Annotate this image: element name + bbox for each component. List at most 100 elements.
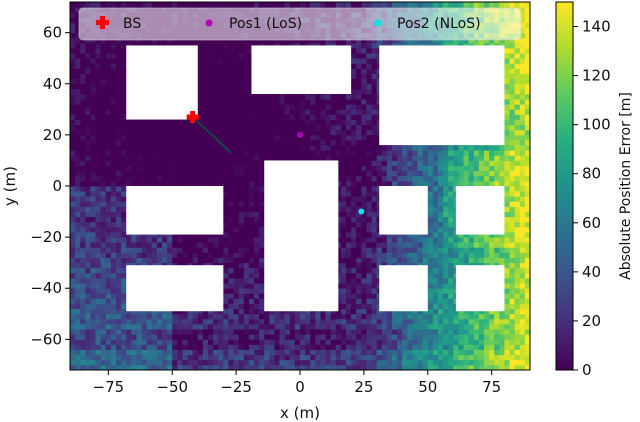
heatmap-cell [243,308,250,315]
heatmap-cell [340,293,347,299]
heatmap-cell [356,216,362,223]
heatmap-cell [218,73,224,80]
heatmap-cell [371,186,378,192]
heatmap-cell [141,339,148,345]
heatmap-cell [320,104,326,110]
heatmap-cell [259,160,265,166]
heatmap-cell [346,180,352,187]
heatmap-cell [116,99,122,105]
heatmap-cell [146,175,153,182]
heatmap-cell [376,313,383,320]
heatmap-cell [151,334,158,340]
heatmap-cell [228,88,234,95]
heatmap-cell [95,364,102,370]
heatmap-cell [305,349,311,356]
heatmap-cell [422,334,429,340]
heatmap-cell [228,150,234,156]
heatmap-cell [110,359,117,366]
heatmap-cell [223,53,229,59]
heatmap-cell [361,78,367,85]
heatmap-cell [289,344,296,350]
heatmap-cell [335,364,342,370]
heatmap-cell [361,160,367,166]
heatmap-cell [233,104,240,110]
heatmap-cell [80,175,86,182]
heatmap-cell [80,129,86,136]
heatmap-cell [146,155,153,161]
heatmap-cell [325,109,332,115]
heatmap-cell [228,140,234,146]
heatmap-cell [223,119,229,126]
heatmap-cell [248,262,255,269]
heatmap-cell [361,359,367,366]
heatmap-cell [243,145,250,151]
heatmap-cell [85,262,91,269]
heatmap-cell [156,150,163,156]
heatmap-cell [100,293,107,299]
heatmap-cell [356,170,362,177]
heatmap-cell [105,83,112,90]
heatmap-cell [254,165,260,172]
heatmap-cell [356,303,362,310]
heatmap-cell [402,359,408,366]
heatmap-cell [412,175,418,182]
heatmap-cell [335,237,342,243]
heatmap-cell [289,308,296,315]
heatmap-cell [356,165,362,172]
heatmap-cell [264,318,270,325]
heatmap-cell [177,232,183,238]
heatmap-cell [80,37,86,44]
heatmap-cell [121,262,127,269]
heatmap-cell [264,2,270,8]
heatmap-cell [131,308,137,315]
heatmap-cell [248,129,255,136]
heatmap-cell [167,329,173,335]
heatmap-cell [233,242,240,248]
heatmap-cell [218,124,224,131]
heatmap-cell [243,114,250,120]
heatmap-cell [167,170,173,177]
heatmap-cell [136,165,142,172]
heatmap-cell [233,134,240,141]
heatmap-cell [274,349,280,356]
heatmap-cell [121,175,127,182]
heatmap-cell [315,329,321,335]
heatmap-cell [397,354,403,361]
heatmap-cell [121,94,127,100]
heatmap-cell [366,114,372,120]
heatmap-cell [95,42,102,49]
heatmap-cell [208,68,214,74]
heatmap-cell [346,216,352,223]
heatmap-cell [126,257,132,264]
heatmap-cell [121,114,127,120]
heatmap-cell [75,201,81,207]
heatmap-cell [386,252,393,258]
heatmap-cell [351,339,357,345]
heatmap-cell [356,186,362,192]
heatmap-cell [248,165,255,172]
heatmap-cell [162,308,168,315]
heatmap-cell [146,339,153,345]
heatmap-cell [238,308,245,315]
heatmap-cell [136,37,142,44]
heatmap-cell [121,191,127,197]
heatmap-cell [294,324,301,330]
heatmap-cell [167,247,173,253]
heatmap-cell [228,359,234,366]
heatmap-cell [121,339,127,345]
heatmap-cell [228,293,234,299]
heatmap-cell [305,145,311,151]
heatmap-cell [75,27,81,34]
heatmap-cell [407,170,413,177]
heatmap-cell [105,308,112,315]
heatmap-cell [228,145,234,151]
heatmap-cell [151,318,158,325]
heatmap-cell [162,2,168,8]
heatmap-cell [330,364,337,370]
heatmap-cell [116,155,122,161]
heatmap-cell [126,359,132,366]
heatmap-cell [269,313,275,320]
heatmap-cell [90,160,96,166]
heatmap-cell [381,334,388,340]
heatmap-cell [202,37,209,44]
